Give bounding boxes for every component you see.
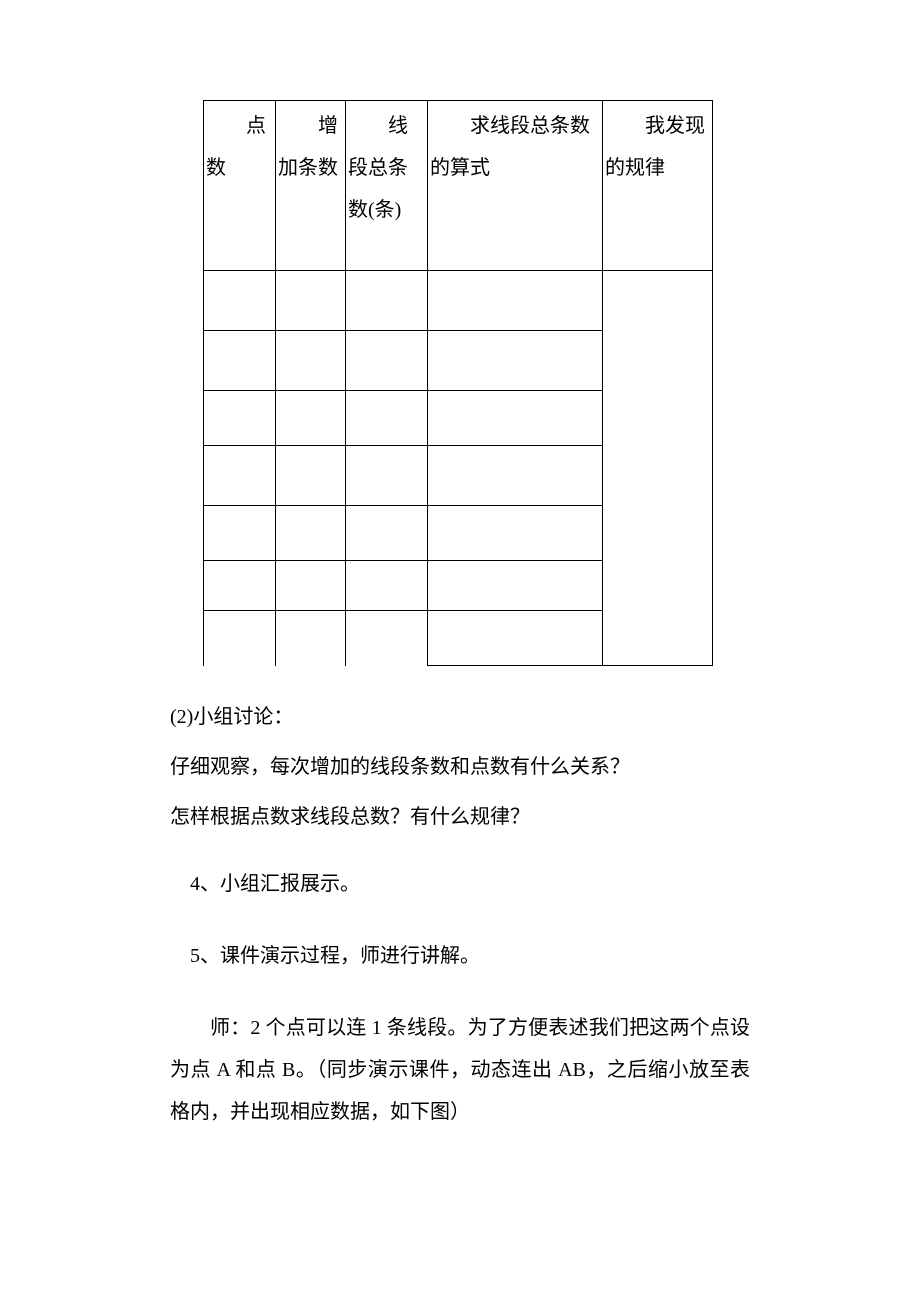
table-cell	[346, 391, 428, 446]
table-cell-merged	[603, 271, 713, 666]
paragraph-question-1: 仔细观察，每次增加的线段条数和点数有什么关系？	[170, 746, 750, 788]
table-cell	[204, 561, 276, 611]
table-cell	[276, 561, 346, 611]
paragraph-discussion-title: (2)小组讨论：	[170, 696, 750, 738]
table-cell	[428, 271, 603, 331]
paragraph-item-4: 4、小组汇报展示。	[170, 863, 750, 905]
table-cell	[276, 506, 346, 561]
table-cell	[276, 611, 346, 666]
header-cell-3: 线段总条数(条)	[346, 101, 428, 271]
paragraph-teacher-text: 师：2 个点可以连 1 条线段。为了方便表述我们把这两个点设为点 A 和点 B。…	[170, 1007, 750, 1133]
table-row	[204, 271, 713, 331]
table-cell	[204, 331, 276, 391]
table-cell	[428, 611, 603, 666]
table-cell	[204, 271, 276, 331]
table-cell	[204, 506, 276, 561]
table-cell	[346, 506, 428, 561]
paragraph-question-2: 怎样根据点数求线段总数？有什么规律？	[170, 796, 750, 838]
table-cell	[276, 446, 346, 506]
table-cell	[428, 391, 603, 446]
table-header-row: 点数 增加条数 线段总条数(条) 求线段总条数的算式 我发现的规律	[204, 101, 713, 271]
table-cell	[276, 271, 346, 331]
table-cell	[428, 561, 603, 611]
data-table: 点数 增加条数 线段总条数(条) 求线段总条数的算式 我发现的规律	[203, 100, 713, 666]
table-cell	[428, 506, 603, 561]
paragraph-group-2: 4、小组汇报展示。	[170, 863, 750, 905]
table-cell	[346, 331, 428, 391]
table-cell	[204, 611, 276, 666]
table-cell	[346, 611, 428, 666]
paragraph-group-3: 5、课件演示过程，师进行讲解。	[170, 935, 750, 977]
header-cell-2: 增加条数	[276, 101, 346, 271]
table-cell	[276, 391, 346, 446]
table-cell	[346, 271, 428, 331]
table-cell	[346, 446, 428, 506]
table-cell	[346, 561, 428, 611]
paragraph-group-1: (2)小组讨论： 仔细观察，每次增加的线段条数和点数有什么关系？ 怎样根据点数求…	[170, 696, 750, 838]
table-cell	[428, 331, 603, 391]
table-cell	[428, 446, 603, 506]
table-cell	[276, 331, 346, 391]
table-cell	[204, 391, 276, 446]
header-cell-1: 点数	[204, 101, 276, 271]
table-cell	[204, 446, 276, 506]
document-page: 点数 增加条数 线段总条数(条) 求线段总条数的算式 我发现的规律	[170, 100, 750, 1133]
header-cell-4: 求线段总条数的算式	[428, 101, 603, 271]
header-cell-5: 我发现的规律	[603, 101, 713, 271]
paragraph-item-5: 5、课件演示过程，师进行讲解。	[170, 935, 750, 977]
